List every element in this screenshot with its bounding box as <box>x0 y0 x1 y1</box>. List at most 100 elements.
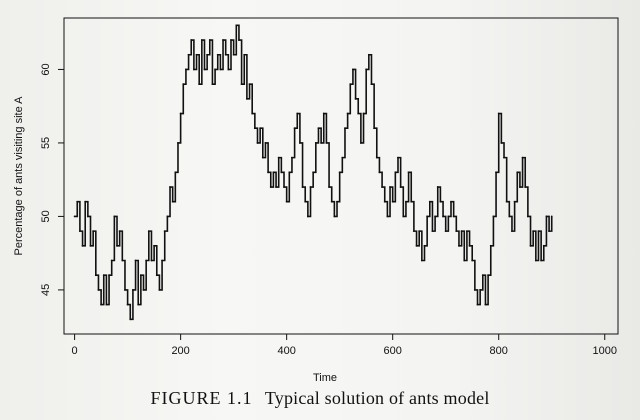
data-point-133 <box>426 215 429 218</box>
data-point-179 <box>548 230 550 233</box>
data-point-137 <box>436 186 439 188</box>
data-point-30 <box>153 244 156 247</box>
data-point-173 <box>532 230 535 233</box>
data-point-31 <box>155 274 158 277</box>
data-point-58 <box>227 68 230 71</box>
data-point-122 <box>397 156 399 159</box>
data-point-138 <box>439 200 442 203</box>
data-point-91 <box>314 142 317 144</box>
y-axis-label: Percentage of ants visiting site A <box>13 96 25 256</box>
x-tick-label-1000: 1000 <box>593 345 617 357</box>
data-point-126 <box>407 171 410 174</box>
data-point-52 <box>211 83 214 86</box>
data-point-89 <box>309 186 312 188</box>
data-point-114 <box>375 156 378 159</box>
data-point-100 <box>338 171 341 174</box>
data-point-139 <box>442 215 444 218</box>
data-point-33 <box>161 259 163 262</box>
data-point-103 <box>346 112 349 115</box>
data-point-171 <box>526 215 529 218</box>
data-point-136 <box>434 215 436 218</box>
data-point-50 <box>206 53 209 56</box>
data-point-16 <box>116 244 118 247</box>
data-point-26 <box>142 289 145 291</box>
data-point-9 <box>97 289 100 291</box>
data-point-120 <box>391 200 394 203</box>
data-point-159 <box>495 171 497 174</box>
data-point-165 <box>511 230 513 233</box>
data-point-18 <box>121 259 124 262</box>
data-point-108 <box>359 142 362 144</box>
data-point-12 <box>105 303 108 306</box>
data-point-149 <box>468 244 471 247</box>
data-point-13 <box>108 274 110 277</box>
data-point-157 <box>489 244 492 247</box>
data-point-40 <box>179 112 182 115</box>
data-point-57 <box>224 53 227 56</box>
data-point-111 <box>367 53 370 56</box>
data-point-123 <box>399 186 402 188</box>
data-point-63 <box>240 83 243 86</box>
data-point-153 <box>479 289 482 291</box>
data-point-177 <box>542 244 545 247</box>
data-point-65 <box>246 97 248 100</box>
data-point-81 <box>288 171 291 174</box>
data-point-73 <box>267 171 270 174</box>
data-point-132 <box>423 244 426 247</box>
data-point-96 <box>328 186 330 188</box>
data-point-116 <box>381 186 383 188</box>
data-point-125 <box>405 200 407 203</box>
data-point-36 <box>169 186 171 188</box>
data-point-160 <box>497 112 500 115</box>
data-point-60 <box>232 53 235 56</box>
data-point-39 <box>177 142 179 144</box>
data-point-55 <box>219 68 222 71</box>
data-point-124 <box>402 215 405 218</box>
data-point-150 <box>471 259 474 262</box>
data-point-110 <box>365 68 368 71</box>
data-point-5 <box>86 215 89 218</box>
data-point-142 <box>450 200 452 203</box>
x-tick-label-400: 400 <box>277 345 295 357</box>
data-point-80 <box>285 200 288 203</box>
data-point-32 <box>158 289 161 291</box>
data-point-20 <box>126 303 129 306</box>
data-point-130 <box>418 230 421 233</box>
y-axis: 45 50 55 60 <box>40 63 64 296</box>
plot-frame <box>63 17 619 335</box>
data-point-106 <box>354 97 357 100</box>
data-point-155 <box>484 303 487 306</box>
figure-caption: FIGURE 1.1 Typical solution of ants mode… <box>0 388 640 409</box>
data-point-148 <box>466 230 468 233</box>
data-point-99 <box>336 200 338 203</box>
data-point-86 <box>301 186 304 188</box>
data-point-117 <box>383 200 386 203</box>
data-point-127 <box>410 200 413 203</box>
data-point-101 <box>341 156 344 159</box>
data-point-156 <box>487 274 490 277</box>
data-point-44 <box>190 39 193 41</box>
data-point-37 <box>171 200 174 203</box>
data-point-180 <box>550 215 553 218</box>
data-point-147 <box>463 259 466 262</box>
data-point-61 <box>235 24 238 27</box>
data-point-144 <box>455 230 458 233</box>
data-point-175 <box>537 230 540 233</box>
y-tick-label-55: 55 <box>40 137 52 149</box>
data-point-145 <box>458 244 460 247</box>
data-point-46 <box>195 53 198 56</box>
data-point-28 <box>147 230 150 233</box>
data-point-169 <box>521 156 524 159</box>
data-point-62 <box>238 39 240 41</box>
data-point-6 <box>89 244 92 247</box>
data-point-72 <box>264 142 267 144</box>
data-point-14 <box>110 259 113 262</box>
data-point-161 <box>500 142 503 144</box>
data-point-48 <box>200 39 203 41</box>
data-point-121 <box>394 171 397 174</box>
data-point-23 <box>134 259 137 262</box>
data-point-84 <box>296 112 299 115</box>
data-point-3 <box>81 244 84 247</box>
data-point-118 <box>386 215 389 218</box>
data-point-76 <box>275 186 277 188</box>
